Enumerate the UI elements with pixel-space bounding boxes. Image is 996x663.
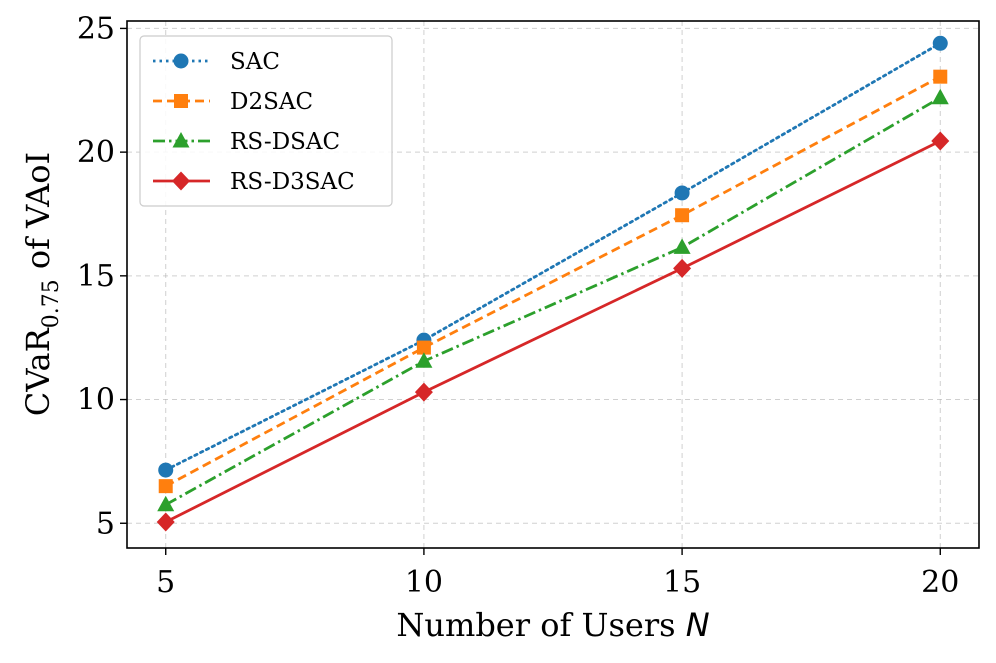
legend-item: SAC [153,49,280,75]
y-tick-label: 10 [77,383,115,418]
legend-label: SAC [230,49,280,75]
grid [127,21,979,548]
data-point [932,35,948,51]
legend-marker [172,132,190,148]
legend-item: RS-D3SAC [153,169,355,195]
data-point [674,185,690,201]
y-axis-title-subscript: 0.75 [39,279,64,328]
x-tick-label: 5 [156,565,175,600]
legend-item: RS-DSAC [153,129,340,155]
y-tick-label: 25 [77,11,115,46]
legend-label: RS-DSAC [230,129,340,155]
data-point [157,495,175,512]
data-point [156,512,175,532]
series-line [165,96,941,506]
data-point [416,340,431,355]
y-tick-label: 20 [77,135,115,170]
x-tick-label: 15 [663,565,701,600]
legend: SAC D2SAC RS-DSAC RS-D3SAC [139,35,393,207]
data-point [675,208,690,223]
x-tick-label: 10 [405,565,443,600]
axis-ticks: 5 10 15 20 5 10 15 20 25 [77,11,960,600]
series-line [165,75,941,488]
data-point [931,131,950,151]
data-point [931,88,949,105]
series-layer [156,35,950,532]
x-axis-title-symbol: N [686,606,710,644]
y-axis-title-main: CVaR [19,327,57,416]
series-line [164,41,942,472]
series-rs-d3sac [156,131,950,532]
x-axis-title: Number of Users N [396,606,709,644]
data-point [414,382,433,402]
plot-frame [126,20,980,549]
series-line [165,139,941,524]
x-tick-label: 20 [921,565,959,600]
x-axis-title-text: Number of Users [396,606,675,644]
y-tick-label: 5 [96,506,115,541]
y-tick-label: 15 [77,259,115,294]
series-rs-dsac [157,88,949,512]
y-axis-title: CVaR0.75 of VAoI [19,152,64,416]
data-point [673,238,691,254]
legend-label: RS-D3SAC [230,169,355,195]
legend-marker [172,171,190,191]
y-axis-title-suffix: of VAoI [19,152,57,279]
data-point [933,69,948,84]
legend-item: D2SAC [153,89,313,115]
data-point [158,462,174,478]
legend-label: D2SAC [230,89,313,115]
data-point [673,258,692,278]
legend-frame [139,35,393,207]
data-point [158,479,173,494]
data-point [415,352,433,368]
legend-marker [173,53,189,69]
series-d2sac [158,69,948,494]
legend-marker [174,94,188,108]
